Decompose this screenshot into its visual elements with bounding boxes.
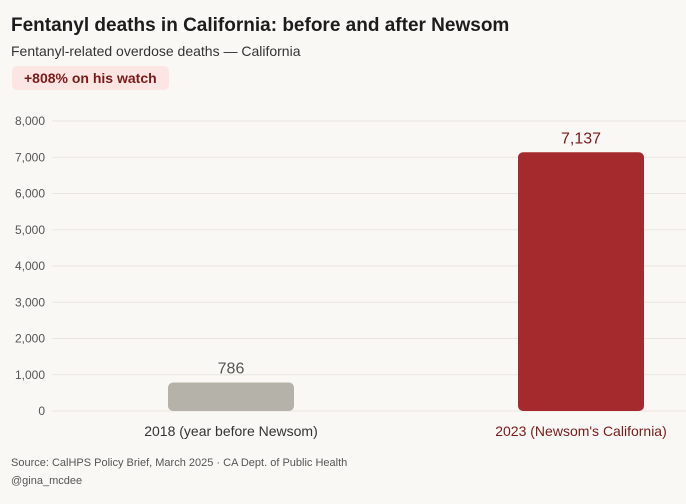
y-tick-label: 0 bbox=[38, 404, 45, 418]
chart-subtitle: Fentanyl-related overdose deaths — Calif… bbox=[11, 43, 301, 59]
value-label-2: 7,137 bbox=[561, 130, 601, 147]
source-note: Source: CalHPS Policy Brief, March 2025 … bbox=[11, 457, 348, 469]
y-tick-label: 8,000 bbox=[15, 114, 45, 128]
bar-chart: 0 1,000 2,000 3,000 4,000 5,000 6,000 7,000 8,00… bbox=[15, 114, 686, 439]
y-tick-label: 7,000 bbox=[15, 150, 45, 164]
y-tick-label: 6,000 bbox=[15, 187, 45, 201]
bar-2 bbox=[518, 152, 644, 411]
author-handle: @gina_mcdee bbox=[11, 475, 83, 487]
y-tick-label: 2,000 bbox=[15, 332, 45, 346]
y-tick-label: 1,000 bbox=[15, 368, 45, 382]
category-label-2: 2023 (Newsom's California) bbox=[495, 423, 667, 439]
y-tick-label: 3,000 bbox=[15, 295, 45, 309]
change-badge: +808% on his watch bbox=[12, 66, 169, 90]
bar-1 bbox=[168, 382, 294, 411]
value-label-1: 786 bbox=[218, 361, 245, 378]
y-tick-label: 4,000 bbox=[15, 259, 45, 273]
y-axis-ticks: 0 1,000 2,000 3,000 4,000 5,000 6,000 7,000 8,00… bbox=[15, 114, 45, 418]
bars bbox=[168, 152, 644, 411]
value-labels: 786 7,137 bbox=[218, 130, 601, 377]
category-label-1: 2018 (year before Newsom) bbox=[144, 423, 318, 439]
chart-title: Fentanyl deaths in California: before an… bbox=[11, 15, 510, 36]
category-labels: 2018 (year before Newsom) 2023 (Newsom's … bbox=[144, 423, 667, 439]
y-tick-label: 5,000 bbox=[15, 223, 45, 237]
